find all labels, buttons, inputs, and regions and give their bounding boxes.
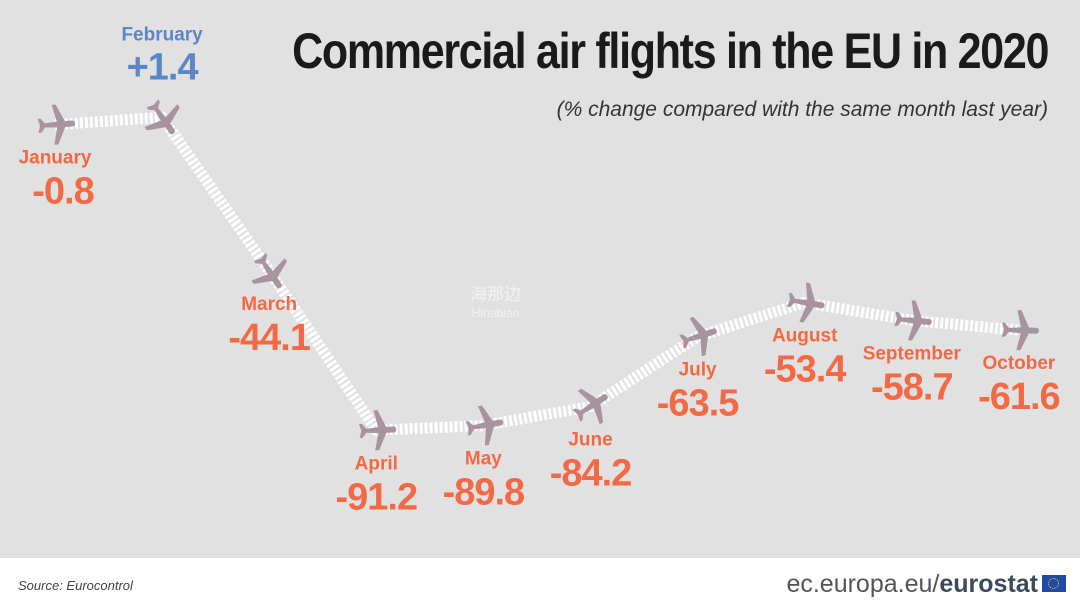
month-label: June	[568, 430, 612, 451]
airplane-icon	[1001, 310, 1039, 351]
airplane-icon	[894, 300, 932, 341]
value-label: -63.5	[657, 383, 739, 425]
value-label: -53.4	[764, 348, 846, 390]
month-label: August	[772, 325, 838, 346]
value-label: -91.2	[335, 476, 417, 518]
eurostat-link[interactable]: ec.europa.eu/eurostat	[786, 570, 1038, 598]
value-label: -89.8	[443, 472, 525, 514]
airplane-icon	[465, 405, 504, 446]
source-note: Source: Eurocontrol	[18, 578, 133, 593]
month-label: May	[465, 449, 502, 470]
airplane-icon	[786, 282, 825, 323]
value-label: -61.6	[978, 376, 1060, 418]
month-label: February	[121, 24, 203, 45]
month-label: July	[679, 360, 717, 381]
value-label: -0.8	[32, 171, 93, 213]
airplane-icon	[359, 410, 397, 451]
chart-subtitle: (% change compared with the same month l…	[556, 98, 1048, 121]
airplane-icon	[572, 388, 608, 425]
month-label: September	[863, 343, 962, 364]
chart-background	[0, 0, 1080, 558]
month-label: April	[355, 453, 398, 474]
value-label: +1.4	[127, 46, 199, 88]
airplane-icon	[251, 253, 287, 289]
airplane-icon	[144, 99, 180, 135]
month-label: October	[982, 353, 1055, 374]
month-label: January	[19, 148, 92, 169]
value-label: -84.2	[550, 453, 632, 495]
value-label: -44.1	[228, 317, 310, 359]
flight-trail	[54, 111, 1020, 436]
month-label: March	[241, 294, 297, 315]
chart-title: Commercial air flights in the EU in 2020	[291, 23, 1049, 79]
chart-plot: January-0.8 February+1.4 March-44.1 April-9…	[19, 24, 1061, 518]
watermark: 海那边 Hinabian	[470, 285, 521, 321]
airplane-icon	[679, 316, 717, 357]
airplane-icon	[37, 104, 75, 145]
eu-flag-icon	[1042, 575, 1066, 592]
value-label: -58.7	[871, 366, 953, 408]
